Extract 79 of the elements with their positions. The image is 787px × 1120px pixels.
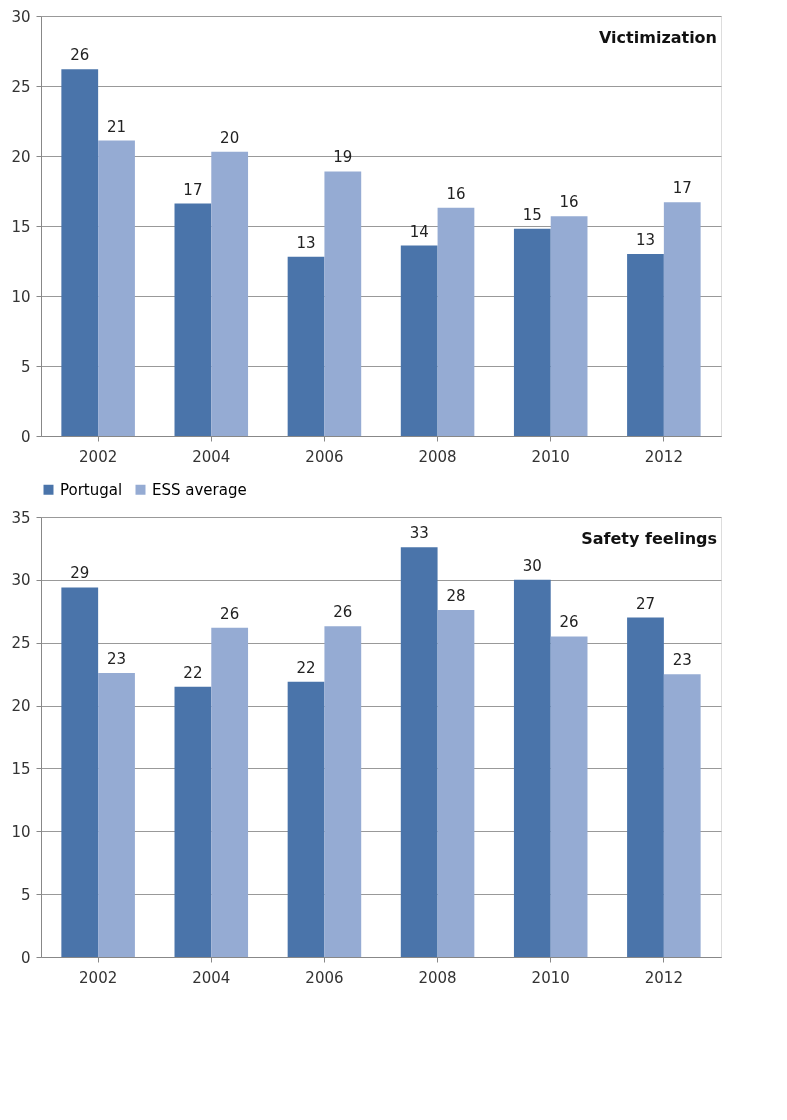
y-tick-label: 5 (20, 357, 31, 376)
data-label: 19 (333, 148, 353, 167)
bar (287, 681, 325, 957)
bar (324, 171, 362, 436)
bar (287, 256, 325, 436)
data-label: 26 (559, 613, 579, 632)
bar (98, 672, 135, 957)
data-label: 13 (296, 233, 316, 252)
x-tick-label: 2012 (644, 968, 683, 987)
x-tick-label: 2006 (305, 447, 344, 466)
data-label: 20 (220, 128, 240, 147)
x-tick-label: 2010 (531, 447, 570, 466)
data-label: 26 (70, 46, 90, 65)
data-label: 23 (106, 649, 127, 668)
y-tick-label: 20 (11, 697, 31, 716)
y-tick-label: 20 (11, 147, 31, 166)
y-tick-label: 35 (11, 508, 31, 527)
text: Safety feelings (581, 529, 717, 548)
y-tick-label: 25 (11, 634, 31, 653)
data-label: 22 (296, 658, 316, 677)
data-label: 33 (409, 524, 429, 543)
bar (663, 674, 701, 957)
bar (211, 627, 249, 957)
bar (400, 547, 438, 957)
data-label: 14 (409, 222, 429, 241)
x-tick-label: 2002 (79, 968, 118, 987)
x-tick-label: 2010 (531, 968, 570, 987)
data-label: 16 (446, 184, 466, 203)
bar (437, 610, 475, 957)
bar (513, 228, 551, 436)
bar (437, 207, 475, 436)
data-label: 28 (446, 587, 466, 606)
x-tick-label: 2012 (644, 447, 683, 466)
bar (174, 203, 212, 436)
data-label: 17 (672, 179, 692, 198)
bar (513, 579, 551, 957)
bar (61, 587, 99, 957)
y-tick-label: 30 (11, 571, 31, 590)
text: Victimization (599, 28, 717, 47)
data-label: 17 (183, 180, 203, 199)
y-tick-label: 15 (11, 759, 31, 778)
y-tick-label: 0 (20, 948, 31, 967)
bar (550, 216, 588, 436)
data-label: 22 (183, 663, 203, 682)
bar (324, 626, 362, 957)
bar (627, 254, 664, 436)
bar (400, 245, 438, 436)
data-label: 27 (635, 594, 656, 613)
bar (550, 636, 588, 957)
y-tick-label: 5 (20, 885, 31, 904)
data-label: 23 (672, 651, 692, 670)
data-label: 13 (635, 231, 656, 249)
x-tick-label: 2006 (305, 968, 344, 987)
x-tick-label: 2008 (418, 447, 457, 466)
data-label: 26 (220, 604, 240, 623)
data-label: 30 (522, 556, 542, 575)
data-label: 21 (106, 117, 127, 136)
y-tick-label: 10 (11, 822, 31, 841)
bar (174, 686, 212, 957)
x-tick-label: 2002 (79, 447, 118, 466)
x-tick-label: 2008 (418, 968, 457, 987)
bar (61, 69, 99, 436)
data-label: 16 (559, 193, 579, 212)
x-tick-label: 2004 (192, 447, 231, 466)
y-tick-label: 25 (11, 77, 31, 96)
bar (211, 151, 249, 436)
legend-label: ESS average (152, 480, 247, 499)
data-label: 29 (70, 564, 90, 583)
bar (663, 202, 701, 436)
data-label: 15 (522, 205, 542, 224)
y-tick-label: 10 (11, 287, 31, 306)
y-tick-label: 15 (11, 217, 31, 236)
bar (627, 617, 664, 957)
legend-label: Portugal (60, 480, 123, 499)
y-tick-label: 0 (20, 427, 31, 446)
y-tick-label: 30 (11, 7, 31, 26)
bar (98, 140, 135, 436)
data-label: 26 (333, 603, 353, 622)
x-tick-label: 2004 (192, 968, 231, 987)
